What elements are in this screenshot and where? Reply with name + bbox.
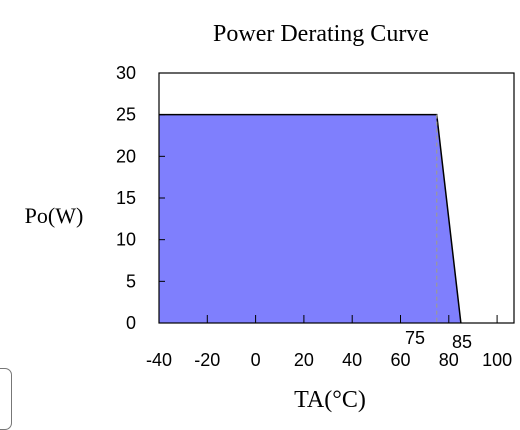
marker-label-75: 75 — [405, 328, 425, 348]
x-tick-label: 40 — [342, 350, 362, 370]
x-tick-label: -40 — [146, 350, 172, 370]
chart: Power Derating Curve Po(W) TA(°C) -40 -20… — [25, 21, 515, 413]
x-tick-label: 20 — [294, 350, 314, 370]
y-axis-label: Po(W) — [25, 203, 84, 228]
x-tick-label: 100 — [482, 350, 512, 370]
x-tick-label: 80 — [439, 350, 459, 370]
y-tick-label: 20 — [116, 146, 136, 166]
x-tick-label: -20 — [194, 350, 220, 370]
y-tick-label: 5 — [126, 271, 136, 291]
corner-artifact — [0, 368, 12, 430]
y-tick-label: 0 — [126, 313, 136, 333]
x-tick-label: 0 — [251, 350, 261, 370]
chart-title: Power Derating Curve — [213, 21, 429, 47]
marker-label-85: 85 — [452, 332, 472, 352]
y-tick-label: 10 — [116, 230, 136, 250]
x-tick-label: 60 — [390, 350, 410, 370]
x-axis-label: TA(°C) — [294, 387, 366, 413]
x-axis-ticks: -40 -20 0 20 40 60 80 100 — [146, 315, 512, 370]
y-tick-label: 25 — [116, 105, 136, 125]
area-series-fill — [159, 114, 461, 324]
y-tick-label: 15 — [116, 188, 136, 208]
y-tick-label: 30 — [116, 63, 136, 83]
y-axis-ticks: 0 5 10 15 20 25 30 — [116, 63, 165, 333]
